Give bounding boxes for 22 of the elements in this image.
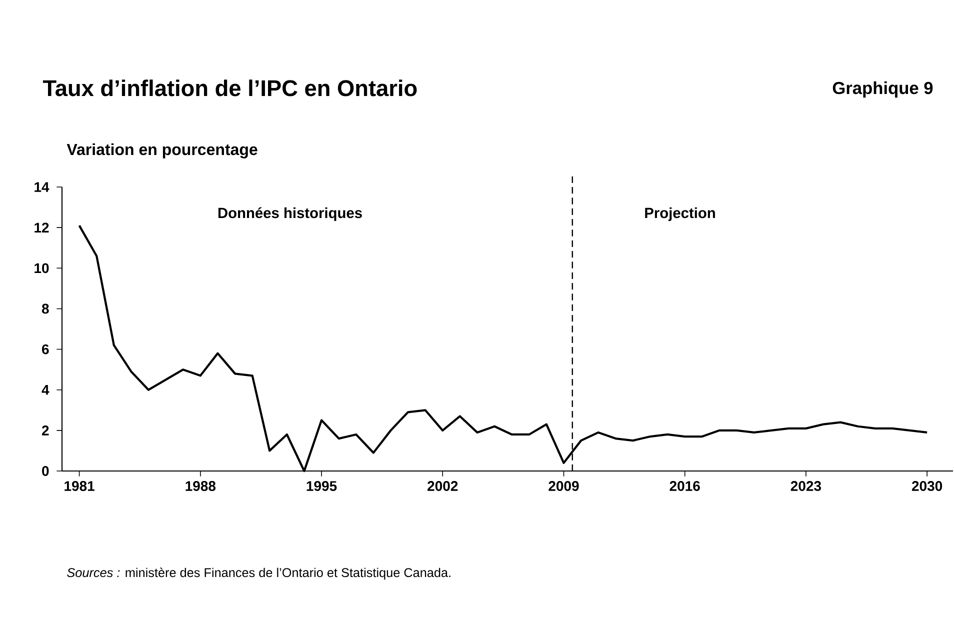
y-tick-label: 2 — [42, 426, 49, 436]
annotation: Projection — [645, 207, 715, 222]
x-tick-label: 2030 — [912, 481, 942, 491]
y-tick-label: 14 — [34, 182, 50, 192]
y-axis-title: Variation en pourcentage — [66, 143, 258, 158]
y-tick-label: 12 — [34, 222, 49, 232]
x-tick-label: 1988 — [186, 481, 216, 491]
x-tick-label: 2016 — [670, 481, 700, 491]
text: Sources : ministère des Finances de l’Ontario et Statistique Canada. — [67, 568, 450, 580]
chart-subtitle: Graphique 9 — [832, 81, 933, 98]
x-tick-label: 1981 — [64, 481, 94, 491]
y-tick-label: 0 — [42, 466, 49, 476]
y-tick-label: 4 — [42, 385, 50, 395]
y-tick-label: 10 — [34, 263, 49, 274]
x-tick-label: 2002 — [428, 481, 458, 491]
y-tick-label: 8 — [42, 304, 49, 314]
x-tick-label: 2023 — [790, 481, 822, 491]
x-tick-label: 2009 — [548, 481, 579, 491]
annotation: Données historiques — [218, 207, 362, 222]
x-tick-label: 1995 — [306, 481, 337, 491]
chart-title: Taux d’inflation de l’IPC en Ontario — [42, 80, 417, 96]
y-tick-label: 6 — [42, 344, 49, 354]
